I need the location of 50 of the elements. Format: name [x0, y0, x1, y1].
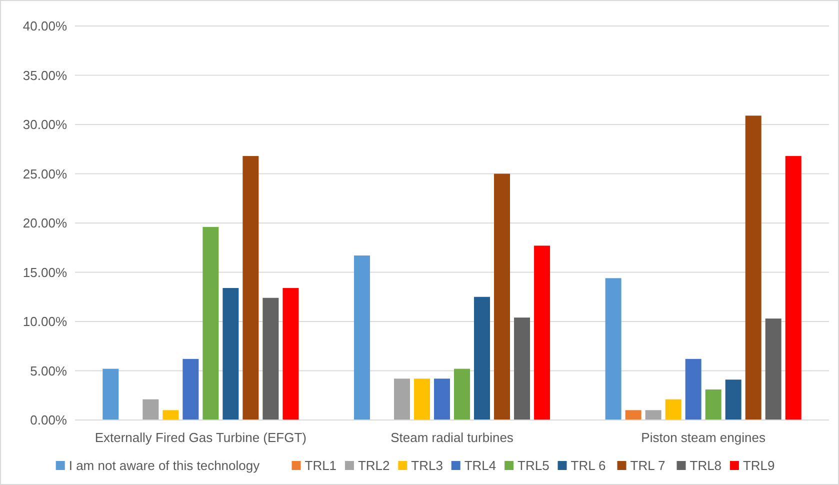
bar — [745, 116, 762, 420]
bar — [454, 368, 470, 420]
legend-label: TRL9 — [742, 458, 775, 473]
y-tick-label: 25.00% — [22, 166, 68, 182]
bar — [414, 378, 430, 420]
bar — [725, 380, 742, 420]
bar — [765, 318, 782, 420]
bar — [282, 288, 299, 420]
x-tick-label: Piston steam engines — [641, 430, 766, 445]
legend-label: TRL2 — [358, 458, 390, 473]
x-tick-label: Externally Fired Gas Turbine (EFGT) — [94, 430, 307, 445]
bar — [162, 410, 179, 420]
bar — [534, 246, 550, 420]
y-tick-label: 10.00% — [22, 314, 68, 330]
bar — [242, 156, 259, 420]
legend-label: TRL5 — [518, 458, 550, 473]
bar — [202, 226, 219, 420]
y-tick-label: 40.00% — [22, 18, 68, 34]
bar — [685, 358, 702, 420]
x-tick-label: Steam radial turbines — [390, 430, 514, 445]
bar — [625, 410, 642, 420]
legend-label: I am not aware of this technology — [68, 458, 260, 473]
bar — [605, 278, 622, 420]
bar — [514, 318, 530, 420]
legend-label: TRL8 — [690, 458, 722, 473]
bar — [262, 298, 279, 420]
legend-label: TRL 6 — [570, 458, 606, 473]
bar — [785, 156, 802, 420]
bar — [494, 174, 510, 420]
bar — [474, 296, 490, 420]
bar — [434, 378, 450, 420]
bar — [102, 368, 119, 420]
y-tick-label: 5.00% — [30, 363, 68, 378]
legend-label: TRL4 — [464, 458, 496, 473]
y-tick-label: 0.00% — [30, 412, 68, 428]
legend-label: TRL1 — [304, 458, 337, 473]
bar — [394, 378, 410, 420]
bar — [142, 399, 159, 420]
y-tick-label: 15.00% — [22, 264, 68, 280]
bar — [665, 399, 682, 420]
legend-label: TRL3 — [411, 458, 443, 473]
y-tick-label: 35.00% — [22, 68, 68, 83]
bar — [182, 358, 199, 420]
legend-label: TRL 7 — [630, 458, 666, 473]
y-tick-label: 30.00% — [22, 117, 68, 132]
bar — [645, 410, 662, 420]
bar — [354, 256, 370, 420]
y-tick-label: 20.00% — [22, 216, 68, 231]
bar — [705, 389, 722, 420]
bar — [222, 288, 239, 420]
